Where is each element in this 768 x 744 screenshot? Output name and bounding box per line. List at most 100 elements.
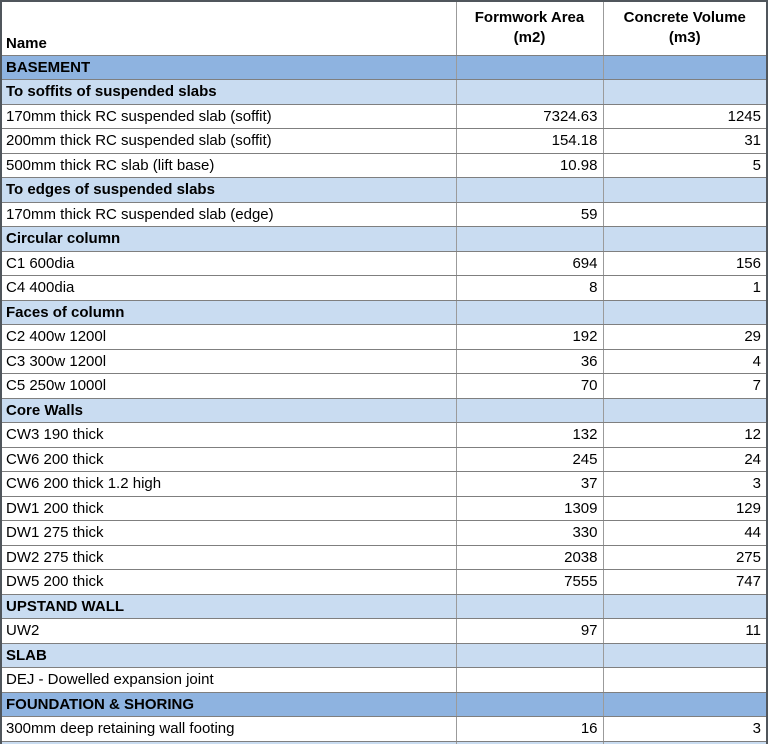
cell-concrete-volume[interactable]: 5 <box>602 152 768 178</box>
cell-concrete-volume[interactable]: 11 <box>602 618 768 644</box>
cell-formwork-area[interactable] <box>455 691 604 717</box>
cell-concrete-volume[interactable]: 129 <box>602 495 768 521</box>
cell-concrete-volume[interactable]: 3 <box>602 471 768 497</box>
cell-formwork-area[interactable]: 7555 <box>455 569 604 595</box>
cell-name[interactable]: Core Walls <box>0 397 457 423</box>
cell-formwork-area[interactable]: 10.98 <box>455 152 604 178</box>
cell-concrete-volume[interactable]: 24 <box>602 446 768 472</box>
cell-formwork-area[interactable]: 1309 <box>455 495 604 521</box>
cell-concrete-volume[interactable]: 29 <box>602 324 768 350</box>
table-body: BASEMENT To soffits of suspended slabs 170… <box>0 54 768 742</box>
cell-name[interactable]: CW6 200 thick <box>0 446 457 472</box>
cell-formwork-area[interactable] <box>455 226 604 252</box>
section-header-row: Core Walls <box>0 397 768 423</box>
cutoff-cell-concrete <box>602 740 768 744</box>
cell-concrete-volume[interactable] <box>602 54 768 80</box>
cell-concrete-volume[interactable]: 12 <box>602 422 768 448</box>
cell-name[interactable]: To soffits of suspended slabs <box>0 79 457 105</box>
table-row: DW1 200 thick 1309 129 <box>0 495 768 521</box>
cell-name[interactable]: DW2 275 thick <box>0 544 457 570</box>
cell-concrete-volume[interactable] <box>602 299 768 325</box>
cell-name[interactable]: CW6 200 thick 1.2 high <box>0 471 457 497</box>
cell-formwork-area[interactable]: 70 <box>455 373 604 399</box>
cell-concrete-volume[interactable]: 1245 <box>602 103 768 129</box>
cell-concrete-volume[interactable] <box>602 201 768 227</box>
cell-concrete-volume[interactable] <box>602 177 768 203</box>
cell-name[interactable]: C4 400dia <box>0 275 457 301</box>
cell-formwork-area[interactable]: 132 <box>455 422 604 448</box>
cell-name[interactable]: To edges of suspended slabs <box>0 177 457 203</box>
section-header-row: To edges of suspended slabs <box>0 177 768 203</box>
cell-concrete-volume[interactable] <box>602 642 768 668</box>
cell-formwork-area[interactable] <box>455 593 604 619</box>
cell-formwork-area[interactable]: 330 <box>455 520 604 546</box>
cell-concrete-volume[interactable]: 1 <box>602 275 768 301</box>
cell-name[interactable]: C1 600dia <box>0 250 457 276</box>
cell-name[interactable]: DW5 200 thick <box>0 569 457 595</box>
cell-name[interactable]: 200mm thick RC suspended slab (soffit) <box>0 128 457 154</box>
cell-concrete-volume[interactable] <box>602 667 768 693</box>
cell-concrete-volume[interactable] <box>602 593 768 619</box>
cell-name[interactable]: Circular column <box>0 226 457 252</box>
cell-formwork-area[interactable]: 37 <box>455 471 604 497</box>
cell-formwork-area[interactable]: 8 <box>455 275 604 301</box>
cell-name[interactable]: BASEMENT <box>0 54 457 80</box>
column-header-formwork-area[interactable]: Formwork Area (m2) <box>455 0 604 56</box>
cell-concrete-volume[interactable]: 3 <box>602 716 768 742</box>
cell-formwork-area[interactable]: 36 <box>455 348 604 374</box>
cell-formwork-area[interactable]: 154.18 <box>455 128 604 154</box>
table-row: DEJ - Dowelled expansion joint <box>0 667 768 693</box>
cell-formwork-area[interactable]: 245 <box>455 446 604 472</box>
column-header-concrete-volume[interactable]: Concrete Volume (m3) <box>602 0 768 56</box>
cell-formwork-area[interactable] <box>455 79 604 105</box>
cell-formwork-area[interactable]: 7324.63 <box>455 103 604 129</box>
cell-concrete-volume[interactable]: 156 <box>602 250 768 276</box>
cell-concrete-volume[interactable] <box>602 79 768 105</box>
cell-formwork-area[interactable]: 2038 <box>455 544 604 570</box>
cell-concrete-volume[interactable]: 275 <box>602 544 768 570</box>
column-header-name[interactable]: Name <box>0 0 457 56</box>
cell-formwork-area[interactable]: 59 <box>455 201 604 227</box>
section-header-row: SLAB <box>0 642 768 668</box>
cell-formwork-area[interactable]: 694 <box>455 250 604 276</box>
section-header-row: Circular column <box>0 226 768 252</box>
cell-concrete-volume[interactable]: 31 <box>602 128 768 154</box>
cell-concrete-volume[interactable]: 747 <box>602 569 768 595</box>
cell-name[interactable]: SLAB <box>0 642 457 668</box>
cell-name[interactable]: C2 400w 1200l <box>0 324 457 350</box>
cell-name[interactable]: Faces of column <box>0 299 457 325</box>
cell-formwork-area[interactable] <box>455 299 604 325</box>
cell-name[interactable]: UW2 <box>0 618 457 644</box>
cell-concrete-volume[interactable] <box>602 397 768 423</box>
cell-name[interactable]: 170mm thick RC suspended slab (edge) <box>0 201 457 227</box>
cell-name[interactable]: C5 250w 1000l <box>0 373 457 399</box>
cell-name[interactable]: DW1 200 thick <box>0 495 457 521</box>
cell-name[interactable]: UPSTAND WALL <box>0 593 457 619</box>
cell-formwork-area[interactable] <box>455 667 604 693</box>
cell-name[interactable]: CW3 190 thick <box>0 422 457 448</box>
cell-name[interactable]: DEJ - Dowelled expansion joint <box>0 667 457 693</box>
cell-name[interactable]: C3 300w 1200l <box>0 348 457 374</box>
cell-concrete-volume[interactable]: 44 <box>602 520 768 546</box>
cell-concrete-volume[interactable] <box>602 226 768 252</box>
cell-formwork-area[interactable] <box>455 177 604 203</box>
cell-name[interactable]: 300mm deep retaining wall footing <box>0 716 457 742</box>
cell-formwork-area[interactable]: 97 <box>455 618 604 644</box>
cell-formwork-area[interactable] <box>455 54 604 80</box>
cell-formwork-area[interactable] <box>455 642 604 668</box>
column-header-formwork-area-label: Formwork Area <box>474 9 585 27</box>
cell-formwork-area[interactable] <box>455 397 604 423</box>
cell-name[interactable]: FOUNDATION & SHORING <box>0 691 457 717</box>
table-row: DW5 200 thick 7555 747 <box>0 569 768 595</box>
cell-concrete-volume[interactable]: 7 <box>602 373 768 399</box>
cell-formwork-area[interactable]: 192 <box>455 324 604 350</box>
cell-concrete-volume[interactable]: 4 <box>602 348 768 374</box>
cell-name[interactable]: 500mm thick RC slab (lift base) <box>0 152 457 178</box>
section-header-row: To soffits of suspended slabs <box>0 79 768 105</box>
table-row: UW2 97 11 <box>0 618 768 644</box>
cell-concrete-volume[interactable] <box>602 691 768 717</box>
cell-name[interactable]: 170mm thick RC suspended slab (soffit) <box>0 103 457 129</box>
cell-formwork-area[interactable]: 16 <box>455 716 604 742</box>
cell-name[interactable]: DW1 275 thick <box>0 520 457 546</box>
